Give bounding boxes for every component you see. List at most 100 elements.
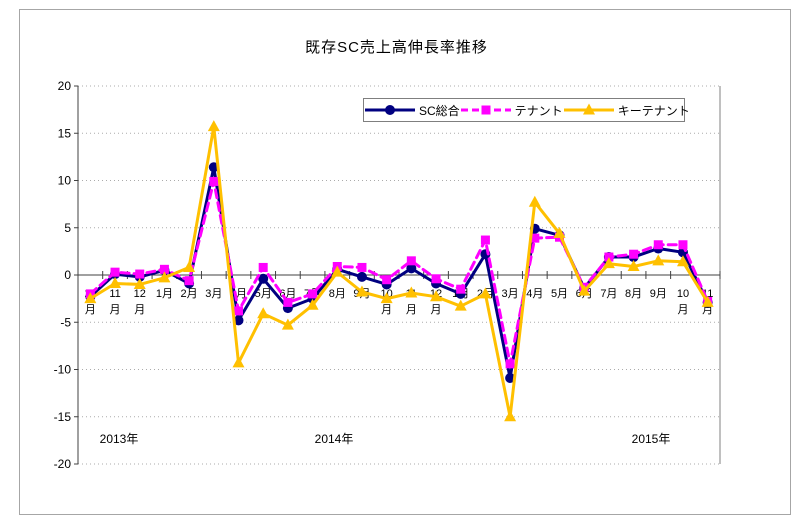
data-point (454, 299, 467, 311)
legend-label: キーテナント (617, 103, 690, 118)
x-axis-label: 月 (677, 304, 688, 316)
data-point (553, 226, 566, 238)
data-point (258, 273, 269, 284)
data-point (110, 267, 120, 277)
data-point (629, 249, 639, 259)
data-point (479, 287, 492, 299)
chart-title: 既存SC売上高伸長率推移 (305, 39, 488, 56)
x-axis-label: 8月 (625, 288, 642, 300)
year-labels: 2013年 2014年 2015年 (100, 432, 671, 446)
data-point (306, 298, 319, 310)
sc-total-legend-marker-icon (365, 105, 415, 115)
y-tick-label: 5 (64, 221, 71, 235)
data-point (158, 271, 171, 283)
data-point (405, 286, 418, 298)
data-point (281, 318, 294, 330)
x-axis-label: 月 (85, 304, 96, 316)
x-axis-label: 8月 (329, 288, 346, 300)
x-axis-label: 11 (702, 288, 713, 300)
x-axis-label: 1月 (156, 288, 173, 300)
data-point (678, 240, 688, 250)
legend-label: SC総合 (419, 103, 460, 118)
data-point (159, 264, 169, 274)
data-point (653, 240, 663, 250)
data-point (676, 255, 689, 267)
data-point (257, 307, 270, 319)
data-point (480, 235, 490, 245)
data-point (627, 259, 640, 271)
data-point (652, 254, 665, 266)
series-line (88, 179, 710, 366)
data-point (406, 263, 417, 274)
data-point (504, 410, 517, 422)
data-point (84, 292, 97, 304)
legend-label: テナント (514, 103, 563, 118)
tenant-legend-marker-icon (460, 105, 511, 115)
key-tenant-legend-marker-icon (563, 103, 614, 115)
data-point (528, 195, 541, 207)
data-point (308, 289, 318, 299)
data-point (431, 274, 441, 284)
y-tick-label: -15 (54, 410, 72, 424)
y-tick-label: -20 (54, 457, 72, 471)
data-point (234, 306, 243, 316)
x-axis-labels: 10月11月12月1月2月3月4月5月6月7月8月9月10月11月12月1月2月… (84, 288, 713, 316)
data-point (701, 295, 714, 307)
data-point (385, 105, 395, 115)
data-point (355, 285, 368, 297)
data-point (331, 265, 344, 277)
legend-entry-sc-total: SC総合 (364, 102, 460, 119)
y-tick-label: 0 (64, 268, 71, 282)
x-axis-label: 月 (431, 304, 442, 316)
x-axis-label: 3月 (502, 288, 519, 300)
year-label: 2015年 (632, 432, 671, 446)
data-point (380, 292, 393, 304)
data-point (184, 276, 194, 286)
data-point (505, 359, 515, 369)
x-axis-label: 3月 (205, 288, 222, 300)
data-point (135, 269, 145, 279)
legend-entry-key-tenant: キーテナント (563, 102, 690, 119)
data-point (133, 277, 146, 289)
data-point (578, 284, 591, 296)
data-point (207, 120, 220, 132)
data-point (382, 275, 392, 285)
data-point (456, 284, 466, 294)
year-label: 2013年 (100, 432, 139, 446)
x-axis-label: 10 (677, 288, 689, 300)
legend-entry-tenant: テナント (460, 102, 563, 119)
x-axis-label: 5月 (255, 288, 272, 300)
data-point (357, 262, 367, 272)
data-point (481, 105, 491, 115)
data-point (356, 271, 367, 282)
data-point (233, 315, 244, 326)
data-point (530, 233, 540, 243)
data-point (109, 277, 122, 289)
y-tick-label: 20 (58, 79, 72, 93)
series-key-tenant (84, 120, 714, 422)
data-point (406, 256, 416, 266)
data-point (604, 252, 614, 262)
x-axis-label: 7月 (600, 288, 617, 300)
year-label: 2014年 (315, 432, 354, 446)
data-point (232, 356, 245, 368)
y-tick-label: 15 (58, 126, 72, 140)
series-line (88, 125, 710, 419)
y-tick-label: -5 (60, 315, 71, 329)
x-axis-label: 月 (134, 304, 145, 316)
data-point (582, 103, 595, 115)
data-point (430, 290, 443, 302)
data-point (602, 257, 615, 269)
x-axis-label: 月 (110, 304, 121, 316)
data-point (505, 373, 516, 384)
x-axis-label: 月 (381, 304, 392, 316)
x-axis-label: 4月 (526, 288, 543, 300)
series-line (88, 165, 710, 380)
data-point (209, 176, 219, 186)
y-tick-label: -10 (54, 363, 72, 377)
data-point (283, 297, 293, 307)
x-axis-label: 月 (406, 304, 417, 316)
x-axis-label: 5月 (551, 288, 568, 300)
